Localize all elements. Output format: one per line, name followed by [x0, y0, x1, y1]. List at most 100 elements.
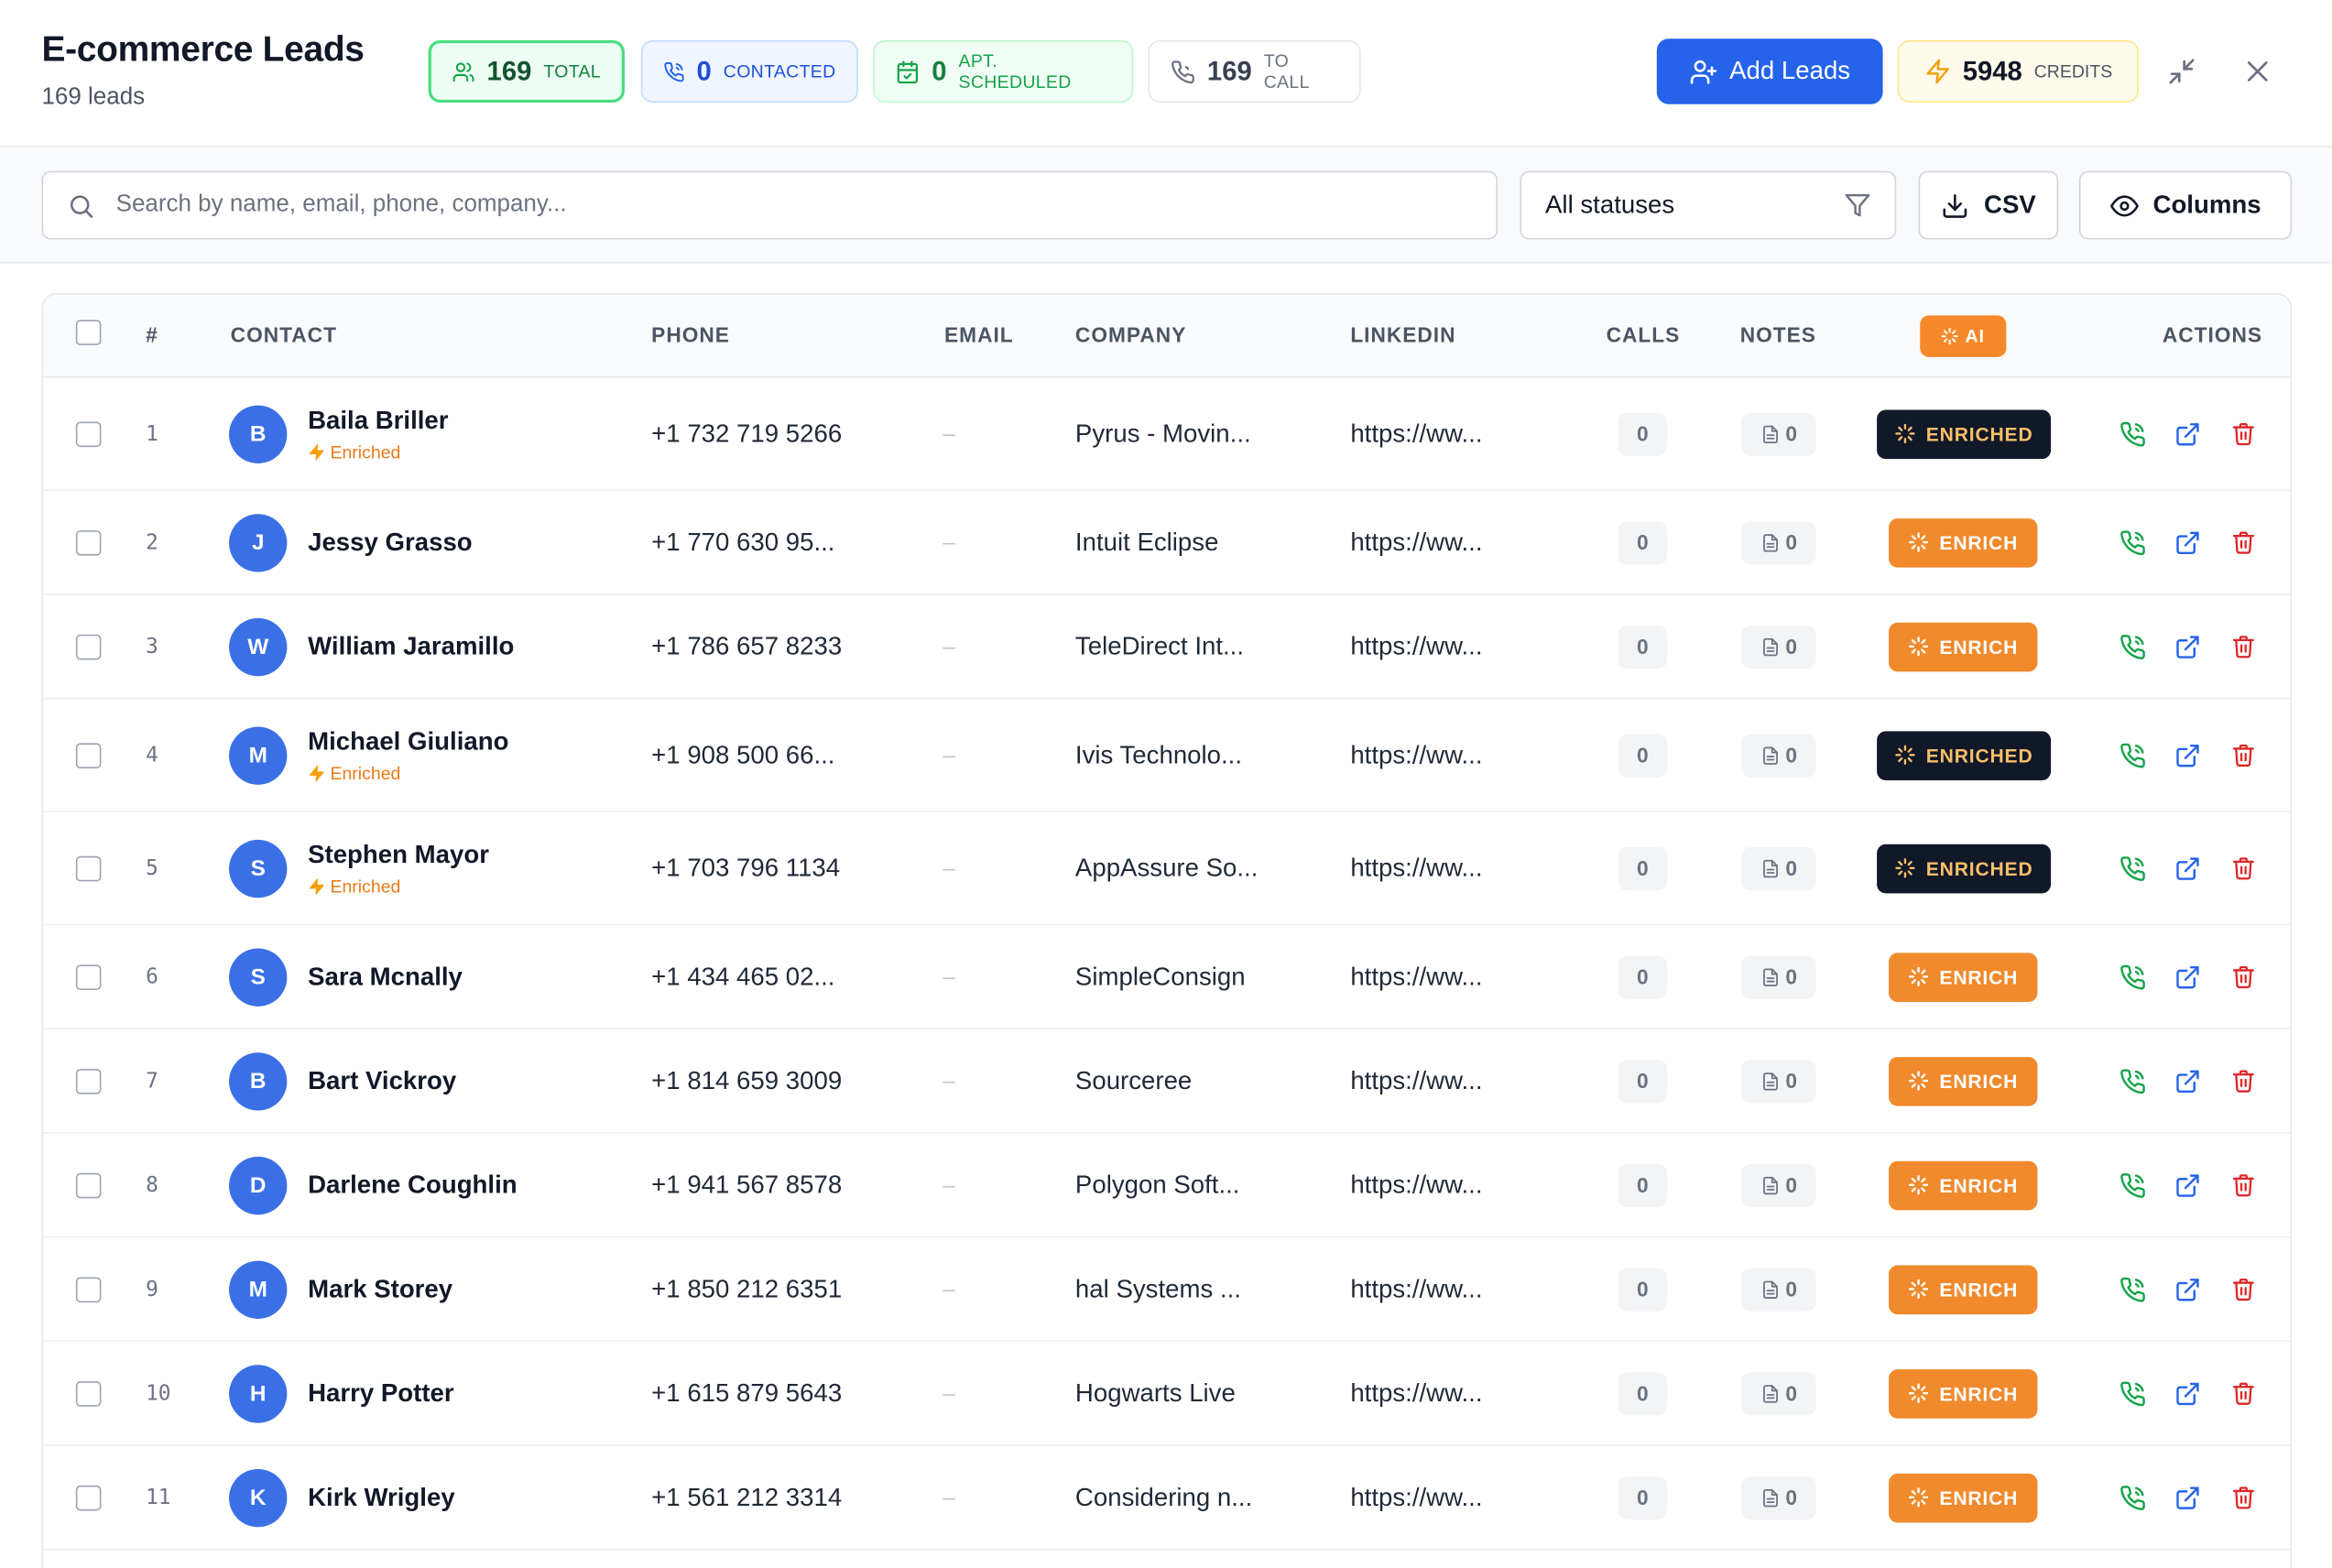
- row-checkbox[interactable]: [75, 633, 102, 659]
- enrich-button[interactable]: ENRICH: [1889, 517, 2038, 567]
- notes-button[interactable]: 0: [1741, 1475, 1816, 1519]
- call-icon[interactable]: [2118, 854, 2147, 883]
- phone-cell[interactable]: +1 732 719 5266: [651, 419, 843, 448]
- call-icon[interactable]: [2118, 1171, 2147, 1200]
- contact-name[interactable]: Darlene Coughlin: [308, 1170, 518, 1199]
- linkedin-link[interactable]: https://ww...: [1350, 527, 1483, 556]
- call-icon[interactable]: [2118, 1483, 2147, 1512]
- row-checkbox[interactable]: [75, 1171, 102, 1198]
- contact-name[interactable]: Bart Vickroy: [308, 1065, 457, 1094]
- contact-name[interactable]: Stephen Mayor: [308, 839, 489, 868]
- row-checkbox[interactable]: [75, 1380, 102, 1406]
- row-checkbox[interactable]: [75, 1068, 102, 1094]
- phone-cell[interactable]: +1 615 879 5643: [651, 1377, 843, 1407]
- linkedin-link[interactable]: https://ww...: [1350, 853, 1483, 882]
- call-icon[interactable]: [2118, 740, 2147, 769]
- delete-icon[interactable]: [2228, 962, 2257, 991]
- row-checkbox[interactable]: [75, 420, 102, 447]
- linkedin-link[interactable]: https://ww...: [1350, 631, 1483, 660]
- notes-button[interactable]: 0: [1741, 1059, 1816, 1103]
- linkedin-link[interactable]: https://ww...: [1350, 1065, 1483, 1094]
- header-notes[interactable]: NOTES: [1739, 322, 1816, 347]
- row-checkbox[interactable]: [75, 1485, 102, 1510]
- enrich-button[interactable]: ENRICH: [1889, 1056, 2038, 1105]
- enrich-button[interactable]: ENRICH: [1889, 621, 2038, 671]
- enrich-button[interactable]: ENRICH: [1889, 1264, 2038, 1314]
- enrich-button[interactable]: ENRICH: [1889, 1160, 2038, 1210]
- delete-icon[interactable]: [2228, 1483, 2257, 1512]
- search-input[interactable]: [115, 191, 1455, 219]
- phone-cell[interactable]: +1 786 657 8233: [651, 631, 843, 660]
- open-external-icon[interactable]: [2173, 1483, 2202, 1512]
- open-external-icon[interactable]: [2173, 962, 2202, 991]
- delete-icon[interactable]: [2228, 632, 2257, 661]
- notes-button[interactable]: 0: [1741, 733, 1816, 777]
- notes-button[interactable]: 0: [1741, 1163, 1816, 1207]
- stat-to-call[interactable]: 169 TO CALL: [1148, 39, 1361, 103]
- row-checkbox[interactable]: [75, 529, 102, 555]
- stat-total[interactable]: 169 TOTAL: [428, 39, 625, 103]
- linkedin-link[interactable]: https://ww...: [1350, 1170, 1483, 1199]
- row-checkbox[interactable]: [75, 742, 102, 768]
- stat-contacted[interactable]: 0 CONTACTED: [640, 39, 858, 103]
- open-external-icon[interactable]: [2173, 1066, 2202, 1095]
- delete-icon[interactable]: [2228, 528, 2257, 557]
- delete-icon[interactable]: [2228, 740, 2257, 769]
- header-email[interactable]: EMAIL: [944, 322, 1014, 347]
- header-company[interactable]: COMPANY: [1074, 322, 1187, 347]
- call-icon[interactable]: [2118, 419, 2147, 448]
- notes-button[interactable]: 0: [1741, 625, 1816, 669]
- enrich-button[interactable]: ENRICH: [1889, 1368, 2038, 1418]
- contact-name[interactable]: Jessy Grasso: [308, 527, 473, 556]
- notes-button[interactable]: 0: [1741, 954, 1816, 998]
- delete-icon[interactable]: [2228, 419, 2257, 448]
- open-external-icon[interactable]: [2173, 740, 2202, 769]
- call-icon[interactable]: [2118, 1066, 2147, 1095]
- notes-button[interactable]: 0: [1741, 846, 1816, 890]
- linkedin-link[interactable]: https://ww...: [1350, 1274, 1483, 1303]
- open-external-icon[interactable]: [2173, 854, 2202, 883]
- delete-icon[interactable]: [2228, 1378, 2257, 1408]
- csv-download-button[interactable]: CSV: [1918, 170, 2059, 240]
- linkedin-link[interactable]: https://ww...: [1350, 962, 1483, 990]
- header-calls[interactable]: CALLS: [1606, 322, 1681, 347]
- enriched-button[interactable]: ENRICHED: [1877, 408, 2052, 459]
- status-filter-select[interactable]: All statuses: [1520, 170, 1897, 240]
- phone-cell[interactable]: +1 941 567 8578: [651, 1170, 843, 1199]
- contact-name[interactable]: Mark Storey: [308, 1274, 453, 1303]
- contact-name[interactable]: Kirk Wrigley: [308, 1482, 455, 1511]
- contact-name[interactable]: Harry Potter: [308, 1377, 454, 1407]
- close-icon[interactable]: [2239, 53, 2275, 89]
- enrich-button[interactable]: ENRICH: [1889, 952, 2038, 1002]
- row-checkbox[interactable]: [75, 855, 102, 881]
- call-icon[interactable]: [2118, 528, 2147, 557]
- enriched-button[interactable]: ENRICHED: [1877, 730, 2052, 780]
- phone-cell[interactable]: +1 770 630 95...: [651, 527, 835, 556]
- header-linkedin[interactable]: LINKEDIN: [1350, 322, 1456, 347]
- phone-cell[interactable]: +1 434 465 02...: [651, 962, 835, 990]
- contact-name[interactable]: William Jaramillo: [308, 631, 515, 660]
- stat-apt-scheduled[interactable]: 0 APT. SCHEDULED: [873, 39, 1134, 103]
- search-box[interactable]: [41, 170, 1498, 240]
- notes-button[interactable]: 0: [1741, 1267, 1816, 1312]
- delete-icon[interactable]: [2228, 1066, 2257, 1095]
- phone-cell[interactable]: +1 908 500 66...: [651, 740, 835, 768]
- contact-name[interactable]: Baila Briller: [308, 405, 449, 434]
- open-external-icon[interactable]: [2173, 1274, 2202, 1303]
- delete-icon[interactable]: [2228, 1171, 2257, 1200]
- minimize-icon[interactable]: [2163, 53, 2199, 89]
- enriched-button[interactable]: ENRICHED: [1877, 843, 2052, 893]
- open-external-icon[interactable]: [2173, 528, 2202, 557]
- call-icon[interactable]: [2118, 1274, 2147, 1303]
- notes-button[interactable]: 0: [1741, 520, 1816, 564]
- columns-button[interactable]: Columns: [2078, 170, 2293, 240]
- linkedin-link[interactable]: https://ww...: [1350, 419, 1483, 448]
- linkedin-link[interactable]: https://ww...: [1350, 1377, 1483, 1407]
- open-external-icon[interactable]: [2173, 632, 2202, 661]
- phone-cell[interactable]: +1 561 212 3314: [651, 1482, 843, 1511]
- contact-name[interactable]: Michael Giuliano: [308, 726, 509, 756]
- delete-icon[interactable]: [2228, 854, 2257, 883]
- row-checkbox[interactable]: [75, 1276, 102, 1302]
- phone-cell[interactable]: +1 850 212 6351: [651, 1274, 843, 1303]
- delete-icon[interactable]: [2228, 1274, 2257, 1303]
